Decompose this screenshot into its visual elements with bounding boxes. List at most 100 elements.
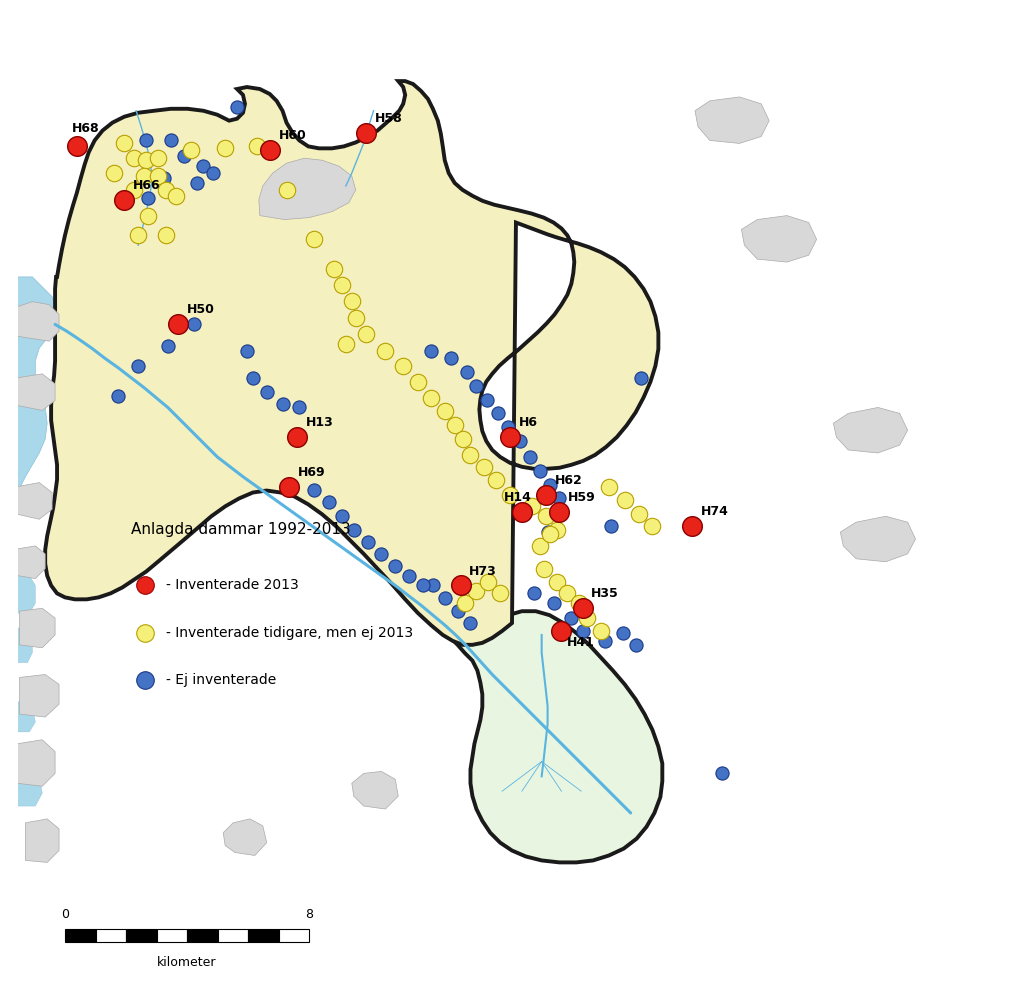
Text: H6: H6 [519,416,538,429]
Point [377,343,393,359]
Polygon shape [17,277,57,494]
Point [229,99,246,115]
Point [489,405,506,421]
Point [140,190,157,206]
Point [536,561,552,577]
Point [714,765,730,781]
Point [168,188,184,204]
Point [357,125,374,140]
Point [130,227,146,243]
Polygon shape [695,97,769,143]
Text: H62: H62 [555,474,583,487]
Point [245,370,261,386]
Point [575,623,592,639]
Point [261,142,278,158]
Point [531,538,548,554]
Point [106,165,123,181]
Point [538,508,554,524]
Point [345,522,361,538]
Point [182,142,199,158]
Bar [126,929,157,942]
Polygon shape [45,81,658,645]
Point [553,623,569,639]
Text: H13: H13 [306,416,334,429]
Text: H68: H68 [72,122,99,135]
Point [158,182,174,198]
Point [136,168,153,184]
Point [563,610,580,626]
Point [334,277,350,293]
Point [468,378,484,394]
Polygon shape [19,608,55,648]
Point [196,158,212,174]
Point [502,487,518,502]
Point [130,358,146,374]
Point [138,133,155,148]
Point [217,140,233,156]
Point [571,595,588,611]
Point [551,504,567,520]
Bar [248,929,279,942]
Point [401,568,418,584]
Point [633,370,649,386]
Point [137,578,154,593]
Point [423,390,439,405]
Point [603,518,620,534]
Point [453,578,469,593]
Point [137,673,154,688]
Point [326,261,342,277]
Text: - Inventerade 2013: - Inventerade 2013 [166,579,299,592]
Point [126,182,142,198]
Polygon shape [17,374,55,410]
Point [111,388,127,404]
Point [140,208,157,224]
Point [289,429,305,445]
Point [69,138,85,154]
Point [359,534,376,550]
Text: kilometer: kilometer [158,956,217,969]
Point [468,584,484,599]
Point [559,585,575,601]
Text: H14: H14 [504,492,531,504]
Polygon shape [841,516,915,562]
Point [531,463,548,479]
Bar [95,929,126,942]
Point [628,637,644,653]
Point [395,358,412,374]
Point [551,506,567,522]
Text: H66: H66 [133,179,161,192]
Text: - Inventerade tidigare, men ej 2013: - Inventerade tidigare, men ej 2013 [166,626,413,640]
Polygon shape [352,771,398,809]
Polygon shape [223,819,266,855]
Point [479,392,496,407]
Point [116,135,132,151]
Bar [279,929,309,942]
Text: H41: H41 [566,636,594,649]
Point [274,396,291,411]
Polygon shape [17,483,52,519]
Point [185,316,202,332]
Polygon shape [451,611,663,862]
Point [502,429,518,445]
Point [512,433,528,449]
Point [170,316,186,332]
Point [455,431,471,447]
Point [150,150,166,166]
Point [631,506,647,522]
Polygon shape [17,769,42,806]
Text: H60: H60 [279,130,306,142]
Point [644,518,660,534]
Point [374,546,390,562]
Point [291,400,307,415]
Point [457,595,473,611]
Bar [187,929,218,942]
Text: H58: H58 [375,112,402,125]
Point [150,168,166,184]
Point [425,578,441,593]
Point [450,603,466,619]
Point [492,585,508,601]
Point [279,182,295,198]
Point [462,447,478,463]
Point [549,522,565,538]
Point [410,374,426,390]
